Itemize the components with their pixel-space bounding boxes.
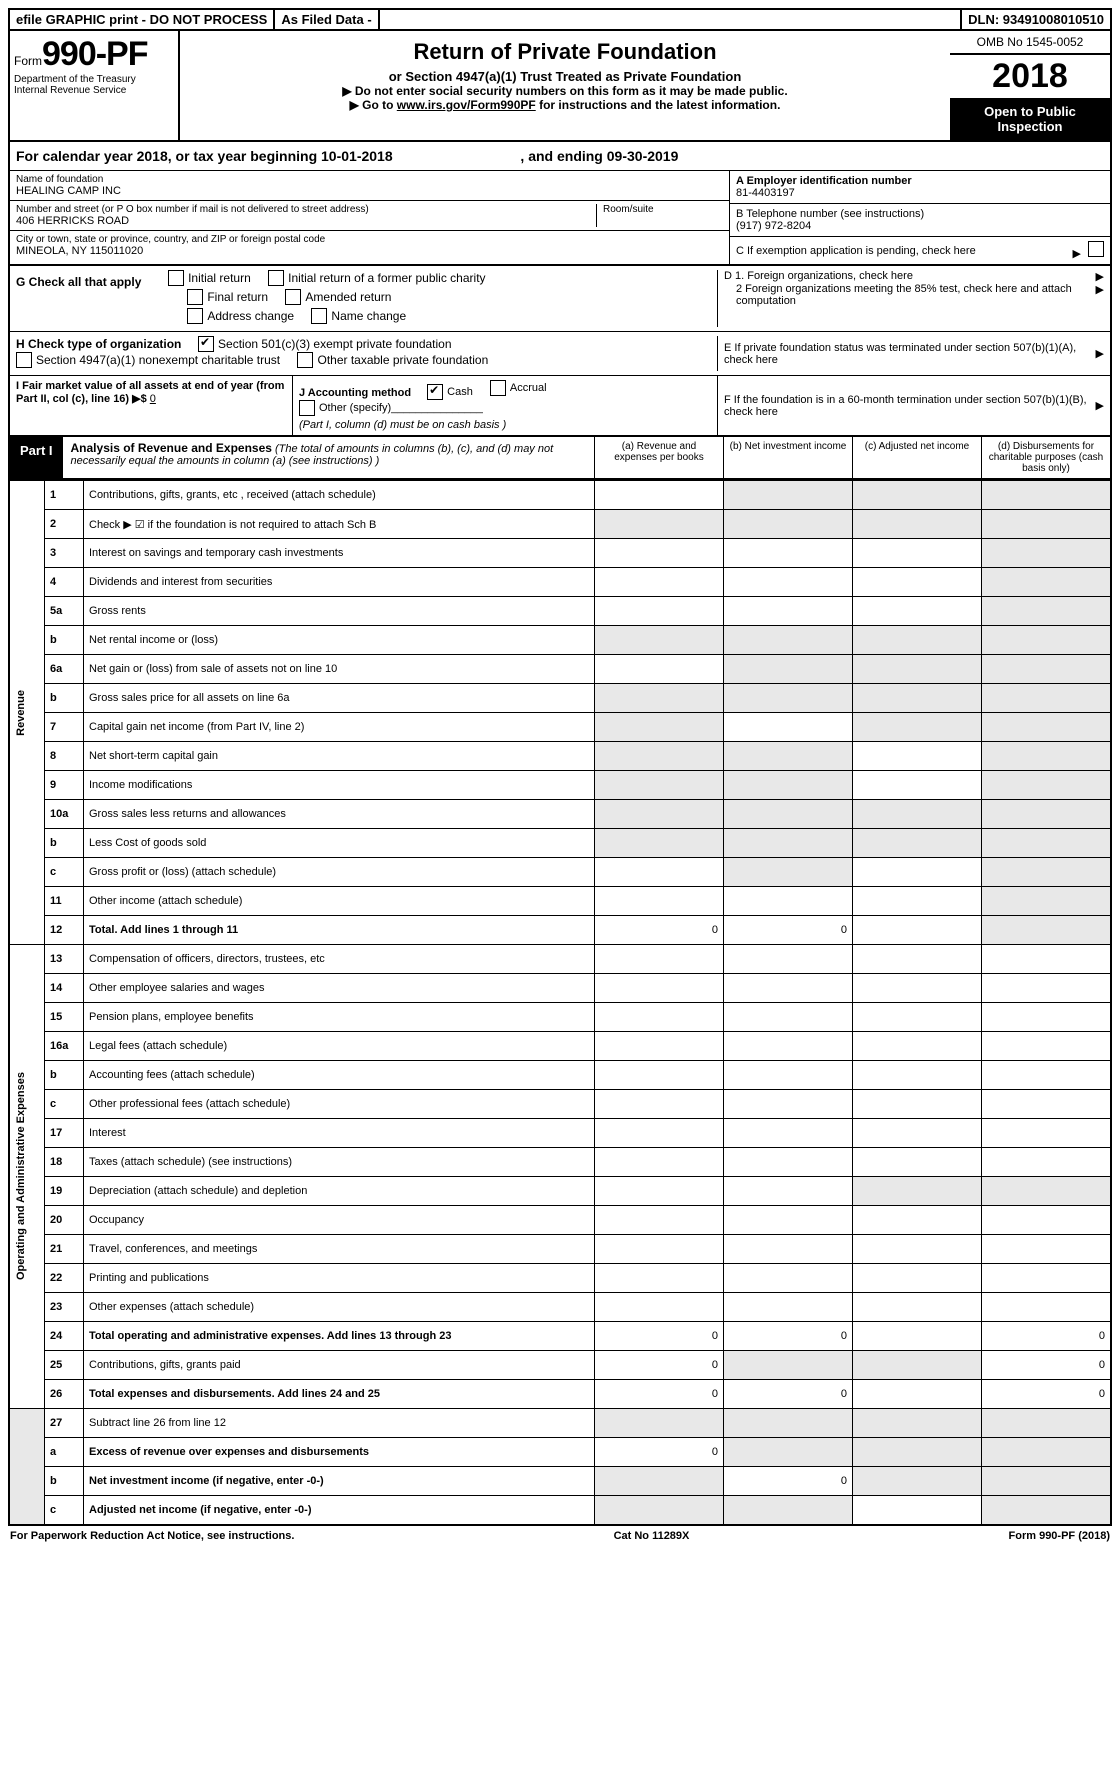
year-box: OMB No 1545-0052 2018 Open to Public Ins… (950, 31, 1110, 140)
part1-table: Revenue 1Contributions, gifts, grants, e… (8, 480, 1112, 1526)
top-bar: efile GRAPHIC print - DO NOT PROCESS As … (8, 8, 1112, 31)
addr-label: Number and street (or P O box number if … (16, 204, 596, 215)
chk-501c3[interactable] (198, 336, 214, 352)
part1-header: Part I Analysis of Revenue and Expenses … (8, 437, 1112, 480)
phone-label: B Telephone number (see instructions) (736, 208, 1104, 220)
col-c-header: (c) Adjusted net income (853, 437, 982, 478)
form-ref: Form 990-PF (2018) (1009, 1530, 1110, 1542)
chk-other-taxable[interactable] (297, 352, 313, 368)
title-box: Return of Private Foundation or Section … (180, 31, 950, 140)
col-a-header: (a) Revenue and expenses per books (595, 437, 724, 478)
form-header: Form990-PF Department of the Treasury In… (8, 31, 1112, 142)
paperwork-notice: For Paperwork Reduction Act Notice, see … (10, 1530, 294, 1542)
chk-other-method[interactable] (299, 400, 315, 416)
efile-notice: efile GRAPHIC print - DO NOT PROCESS (10, 10, 275, 29)
chk-address-change[interactable] (187, 308, 203, 324)
chk-initial-former[interactable] (268, 270, 284, 286)
dln: DLN: 93491008010510 (962, 10, 1110, 29)
part1-title: Analysis of Revenue and Expenses (71, 441, 272, 455)
ein-value: 81-4403197 (736, 187, 1104, 199)
expenses-label: Operating and Administrative Expenses (9, 945, 45, 1409)
f-label: F If the foundation is in a 60-month ter… (724, 394, 1096, 418)
foundation-name: HEALING CAMP INC (16, 185, 723, 197)
phone-value: (917) 972-8204 (736, 220, 1104, 232)
j-note: (Part I, column (d) must be on cash basi… (299, 419, 506, 431)
name-label: Name of foundation (16, 174, 723, 185)
fmv-value: 0 (150, 393, 156, 405)
city-label: City or town, state or province, country… (16, 234, 723, 245)
dept-irs: Internal Revenue Service (14, 85, 174, 96)
chk-accrual[interactable] (490, 380, 506, 396)
chk-cash[interactable] (427, 384, 443, 400)
section-h: H Check type of organization Section 501… (8, 332, 1112, 376)
omb-number: OMB No 1545-0052 (950, 31, 1110, 55)
calendar-year-row: For calendar year 2018, or tax year begi… (8, 142, 1112, 171)
chk-initial-return[interactable] (168, 270, 184, 286)
section-g: G Check all that apply Initial return In… (8, 266, 1112, 332)
ein-label: A Employer identification number (736, 175, 1104, 187)
tax-year: 2018 (950, 55, 1110, 98)
d1-label: D 1. Foreign organizations, check here (724, 270, 913, 283)
city-state-zip: MINEOLA, NY 115011020 (16, 245, 723, 257)
as-filed: As Filed Data - (275, 10, 379, 29)
form-number: 990-PF (42, 35, 148, 73)
dept-treasury: Department of the Treasury (14, 74, 174, 85)
chk-name-change[interactable] (311, 308, 327, 324)
entity-info: Name of foundation HEALING CAMP INC Numb… (8, 171, 1112, 266)
goto-line: ▶ Go to www.irs.gov/Form990PF for instru… (188, 98, 942, 112)
warning-line: ▶ Do not enter social security numbers o… (188, 84, 942, 98)
part1-label: Part I (10, 437, 63, 478)
form-subtitle: or Section 4947(a)(1) Trust Treated as P… (188, 69, 942, 84)
chk-final-return[interactable] (187, 289, 203, 305)
chk-amended-return[interactable] (285, 289, 301, 305)
exemption-pending-label: C If exemption application is pending, c… (736, 245, 976, 257)
chk-4947a1[interactable] (16, 352, 32, 368)
d2-label: 2 Foreign organizations meeting the 85% … (724, 283, 1096, 307)
exemption-pending-checkbox[interactable] (1088, 241, 1104, 257)
j-label: J Accounting method (299, 387, 411, 399)
page-footer: For Paperwork Reduction Act Notice, see … (8, 1526, 1112, 1546)
h-label: H Check type of organization (16, 337, 181, 351)
col-d-header: (d) Disbursements for charitable purpose… (982, 437, 1110, 478)
public-inspection: Open to Public Inspection (950, 98, 1110, 140)
form-title: Return of Private Foundation (188, 39, 942, 65)
e-label: E If private foundation status was termi… (724, 342, 1096, 366)
g-label: G Check all that apply (16, 275, 141, 289)
section-ijf: I Fair market value of all assets at end… (8, 376, 1112, 437)
cat-number: Cat No 11289X (614, 1530, 690, 1542)
form-prefix: Form (14, 54, 42, 68)
street-address: 406 HERRICKS ROAD (16, 215, 596, 227)
irs-link[interactable]: www.irs.gov/Form990PF (397, 98, 536, 112)
room-label: Room/suite (603, 204, 723, 215)
col-b-header: (b) Net investment income (724, 437, 853, 478)
form-id-box: Form990-PF Department of the Treasury In… (10, 31, 180, 140)
revenue-label: Revenue (9, 481, 45, 945)
